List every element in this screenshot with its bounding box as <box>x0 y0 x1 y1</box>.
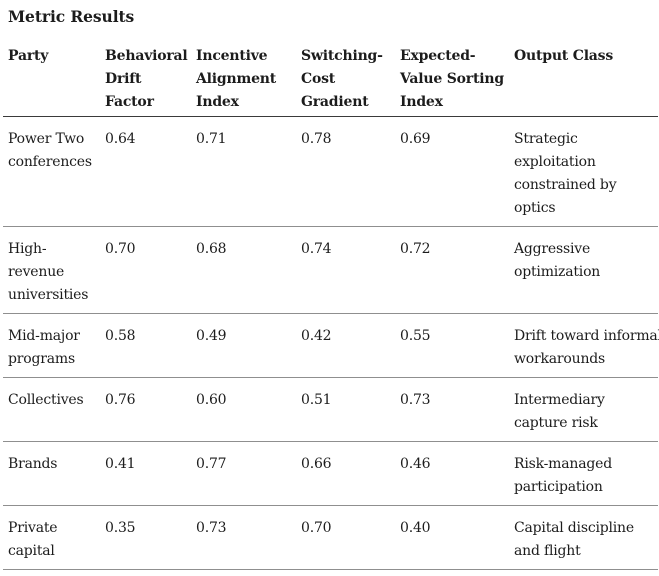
cell-switching-cost-gradient: 0.74 <box>301 241 332 257</box>
cell-party: Collectives <box>8 392 84 408</box>
cell-switching-cost-gradient: 0.66 <box>301 456 332 472</box>
cell-output-class: Intermediary capture risk <box>514 392 605 431</box>
table-row: Private capital 0.35 0.73 0.70 0.40 Capital d… <box>3 506 658 570</box>
cell-behavioral-drift-factor: 0.64 <box>105 131 136 147</box>
cell-behavioral-drift-factor: 0.35 <box>105 520 136 536</box>
cell-switching-cost-gradient: 0.78 <box>301 131 332 147</box>
cell-output-class: Drift toward informal workarounds <box>514 328 659 367</box>
table-body: Power Two conferences 0.64 0.71 0.78 0.69 Str… <box>3 117 659 570</box>
cell-incentive-alignment-index: 0.68 <box>196 241 227 257</box>
cell-switching-cost-gradient: 0.70 <box>301 520 332 536</box>
metric-results-table: Party Behavioral Drift Factor Incentive Al… <box>3 43 659 570</box>
cell-behavioral-drift-factor: 0.41 <box>105 456 136 472</box>
table-row: Brands 0.41 0.77 0.66 0.46 Risk-managed parti… <box>3 442 658 506</box>
page-title: Metric Results <box>8 7 135 26</box>
cell-switching-cost-gradient: 0.51 <box>301 392 332 408</box>
table-row: Power Two conferences 0.64 0.71 0.78 0.69 Str… <box>3 117 658 227</box>
cell-incentive-alignment-index: 0.77 <box>196 456 227 472</box>
cell-incentive-alignment-index: 0.73 <box>196 520 227 536</box>
cell-switching-cost-gradient: 0.42 <box>301 328 332 344</box>
cell-output-class: Risk-managed participation <box>514 456 612 495</box>
column-header-output-class: Output Class <box>514 48 614 64</box>
header-row: Party Behavioral Drift Factor Incentive Al… <box>3 43 658 117</box>
cell-expected-value-sorting-index: 0.46 <box>400 456 431 472</box>
cell-expected-value-sorting-index: 0.40 <box>400 520 431 536</box>
cell-behavioral-drift-factor: 0.76 <box>105 392 136 408</box>
cell-output-class: Capital discipline and flight <box>514 520 634 559</box>
cell-incentive-alignment-index: 0.71 <box>196 131 227 147</box>
cell-expected-value-sorting-index: 0.55 <box>400 328 431 344</box>
cell-party: Private capital <box>8 520 58 559</box>
cell-output-class: Aggressive optimization <box>514 241 601 280</box>
cell-party: Mid-major programs <box>8 328 80 367</box>
cell-incentive-alignment-index: 0.60 <box>196 392 227 408</box>
cell-behavioral-drift-factor: 0.70 <box>105 241 136 257</box>
table-row: Collectives 0.76 0.60 0.51 0.73 Intermediary … <box>3 378 658 442</box>
cell-expected-value-sorting-index: 0.69 <box>400 131 431 147</box>
cell-party: High- revenue universities <box>8 241 89 303</box>
cell-incentive-alignment-index: 0.49 <box>196 328 227 344</box>
cell-behavioral-drift-factor: 0.58 <box>105 328 136 344</box>
column-header-behavioral-drift-factor: Behavioral Drift Factor <box>105 48 188 110</box>
column-header-expected-value-sorting-index: Expected- Value Sorting Index <box>400 48 504 110</box>
page: Metric Results Party Behavioral Drift Fac… <box>0 6 659 570</box>
column-header-switching-cost-gradient: Switching- Cost Gradient <box>301 48 383 110</box>
cell-party: Power Two conferences <box>8 131 92 170</box>
cell-expected-value-sorting-index: 0.72 <box>400 241 431 257</box>
table-row: High- revenue universities 0.70 0.68 0.74 0.… <box>3 227 658 314</box>
column-header-party: Party <box>8 48 49 64</box>
table-row: Mid-major programs 0.58 0.49 0.42 0.55 Drift … <box>3 314 659 378</box>
cell-party: Brands <box>8 456 58 472</box>
table-header: Party Behavioral Drift Factor Incentive Al… <box>3 43 658 117</box>
cell-expected-value-sorting-index: 0.73 <box>400 392 431 408</box>
cell-output-class: Strategic exploitation constrained by op… <box>514 131 617 216</box>
column-header-incentive-alignment-index: Incentive Alignment Index <box>196 48 277 110</box>
